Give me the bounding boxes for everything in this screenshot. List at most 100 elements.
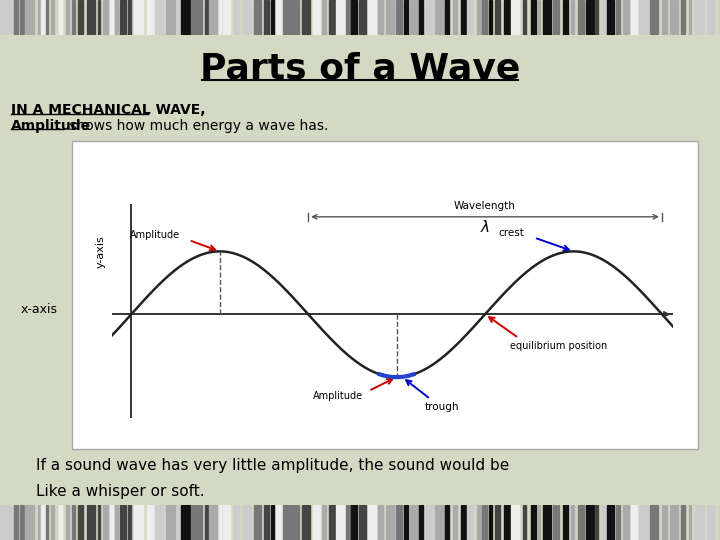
Bar (543, 0, 551, 35)
Bar (346, 0, 351, 35)
Bar (623, 505, 629, 540)
Bar (234, 0, 239, 35)
Bar (41, 505, 45, 540)
Bar (290, 0, 299, 35)
Bar (66, 505, 69, 540)
Bar (120, 505, 126, 540)
Bar (435, 505, 444, 540)
Bar (708, 0, 714, 35)
Bar (147, 0, 153, 35)
Bar (25, 0, 34, 35)
Bar (426, 505, 433, 540)
Text: trough: trough (424, 402, 459, 413)
Bar (631, 0, 637, 35)
Bar (553, 505, 559, 540)
Bar (6, 0, 13, 35)
Text: If a sound wave has very little amplitude, the sound would be: If a sound wave has very little amplitud… (36, 458, 509, 473)
Bar (160, 0, 163, 35)
Bar (368, 0, 377, 35)
Bar (128, 0, 131, 35)
Bar (336, 0, 341, 35)
Bar (51, 505, 55, 540)
Bar (681, 0, 685, 35)
Bar (395, 505, 402, 540)
Bar (87, 0, 95, 35)
Bar (511, 0, 519, 35)
Bar (511, 505, 519, 540)
Text: IN A MECHANICAL WAVE,: IN A MECHANICAL WAVE, (11, 103, 205, 117)
Bar (322, 505, 325, 540)
Text: Like a whisper or soft.: Like a whisper or soft. (36, 484, 204, 499)
Bar (670, 505, 678, 540)
Bar (313, 0, 320, 35)
Bar (147, 505, 153, 540)
Bar (600, 505, 606, 540)
Bar (445, 505, 449, 540)
Bar (234, 505, 239, 540)
Bar (103, 0, 108, 35)
Bar (462, 505, 466, 540)
Text: y-axis: y-axis (95, 235, 105, 268)
Bar (0, 505, 4, 540)
Bar (445, 0, 449, 35)
Bar (385, 505, 394, 540)
Bar (467, 0, 473, 35)
Bar (330, 0, 335, 35)
Bar (97, 505, 100, 540)
Bar (631, 505, 637, 540)
Bar (696, 0, 703, 35)
Text: crest: crest (499, 227, 524, 238)
Bar (120, 0, 126, 35)
Bar (639, 505, 647, 540)
Bar (254, 0, 261, 35)
Bar (41, 0, 45, 35)
Text: λ: λ (480, 220, 490, 235)
Bar (192, 505, 194, 540)
Bar (205, 0, 208, 35)
Bar (503, 0, 510, 35)
Bar (155, 0, 158, 35)
Bar (192, 0, 194, 35)
Bar (410, 505, 418, 540)
Bar (650, 0, 658, 35)
Bar (435, 0, 444, 35)
Bar (135, 505, 143, 540)
Bar (155, 505, 158, 540)
Bar (563, 0, 568, 35)
Bar (6, 505, 13, 540)
Bar (359, 505, 366, 540)
Bar (662, 0, 667, 35)
Bar (719, 0, 720, 35)
Bar (219, 0, 221, 35)
Bar (404, 505, 408, 540)
Bar (404, 0, 408, 35)
Text: equilibrium position: equilibrium position (510, 341, 607, 350)
Bar (410, 0, 418, 35)
Bar (385, 0, 394, 35)
Text: shows how much energy a wave has.: shows how much energy a wave has. (65, 119, 328, 133)
Bar (553, 0, 559, 35)
Bar (689, 505, 691, 540)
Bar (531, 0, 536, 35)
Bar (177, 0, 181, 35)
Bar (177, 505, 181, 540)
Bar (368, 505, 377, 540)
Bar (72, 505, 75, 540)
Bar (209, 0, 217, 35)
Bar (223, 0, 230, 35)
Bar (600, 0, 606, 35)
Bar (503, 505, 510, 540)
Bar (302, 0, 310, 35)
Bar (25, 505, 34, 540)
Bar (290, 505, 299, 540)
Bar (37, 0, 40, 35)
Bar (264, 505, 269, 540)
Bar (495, 0, 500, 35)
Bar (283, 505, 289, 540)
Bar (271, 505, 274, 540)
Text: x-axis: x-axis (20, 303, 57, 316)
Bar (426, 0, 433, 35)
Bar (97, 0, 100, 35)
Bar (586, 0, 594, 35)
Bar (467, 505, 473, 540)
